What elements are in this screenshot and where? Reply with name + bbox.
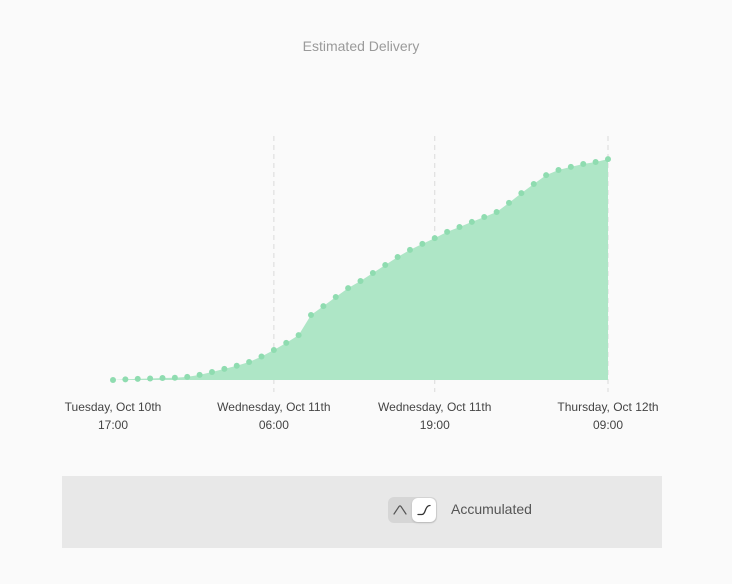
data-point[interactable] [171,374,178,381]
data-point[interactable] [394,254,401,261]
view-mode-toggle[interactable] [388,497,437,523]
data-point[interactable] [295,332,302,339]
x-tick-label: Wednesday, Oct 11th 06:00 [204,398,344,434]
data-point[interactable] [147,375,154,382]
x-tick-time: 17:00 [97,418,129,432]
data-point[interactable] [332,293,339,300]
data-point[interactable] [605,156,611,163]
data-point[interactable] [407,246,413,253]
x-tick-label: Thursday, Oct 12th 09:00 [538,398,678,434]
x-tick-date: Wednesday, Oct 11th [378,400,492,414]
chart-title: Estimated Delivery [302,38,420,54]
cumulative-curve-icon [417,504,431,516]
data-point[interactable] [122,376,129,383]
data-point[interactable] [580,160,587,167]
data-points [110,156,611,383]
data-point[interactable] [567,163,574,170]
control-bar: Accumulated [62,476,662,548]
data-point[interactable] [134,375,141,382]
data-point[interactable] [555,166,562,173]
data-point[interactable] [506,199,512,206]
data-point[interactable] [270,347,277,354]
bell-curve-icon [393,505,407,515]
data-point[interactable] [209,369,215,376]
x-tick-time: 19:00 [419,418,450,432]
data-point[interactable] [184,373,191,380]
mode-label: Accumulated [451,501,532,517]
data-point[interactable] [308,311,314,318]
x-tick-label: Tuesday, Oct 10th 17:00 [43,398,183,434]
data-point[interactable] [382,262,389,269]
data-point[interactable] [221,365,228,372]
data-point[interactable] [493,208,500,215]
per-period-button[interactable] [388,498,412,522]
area-fill [113,159,608,380]
accumulated-button[interactable] [412,498,436,522]
data-point[interactable] [258,353,265,360]
data-point[interactable] [468,218,475,225]
data-point[interactable] [444,228,451,235]
data-point[interactable] [518,190,525,197]
data-point[interactable] [419,240,426,247]
x-tick-date: Wednesday, Oct 11th [217,400,331,414]
x-tick-time: 06:00 [258,418,289,432]
data-point[interactable] [283,339,290,346]
data-point[interactable] [246,359,253,366]
data-point[interactable] [110,377,116,383]
data-point[interactable] [357,277,364,284]
data-point[interactable] [592,158,599,165]
data-point[interactable] [530,180,537,187]
data-point[interactable] [543,172,550,179]
delivery-chart [110,136,611,392]
x-tick-date: Thursday, Oct 12th [557,400,659,414]
data-point[interactable] [196,371,203,378]
data-point[interactable] [320,303,327,310]
data-point[interactable] [456,224,463,231]
x-tick-time: 09:00 [592,418,624,432]
data-point[interactable] [431,235,438,242]
data-point[interactable] [369,269,376,276]
data-point[interactable] [233,362,240,369]
data-point[interactable] [345,285,352,292]
x-tick-date: Tuesday, Oct 10th [64,400,162,414]
data-point[interactable] [159,375,166,382]
data-point[interactable] [481,214,488,221]
x-tick-label: Wednesday, Oct 11th 19:00 [365,398,505,434]
